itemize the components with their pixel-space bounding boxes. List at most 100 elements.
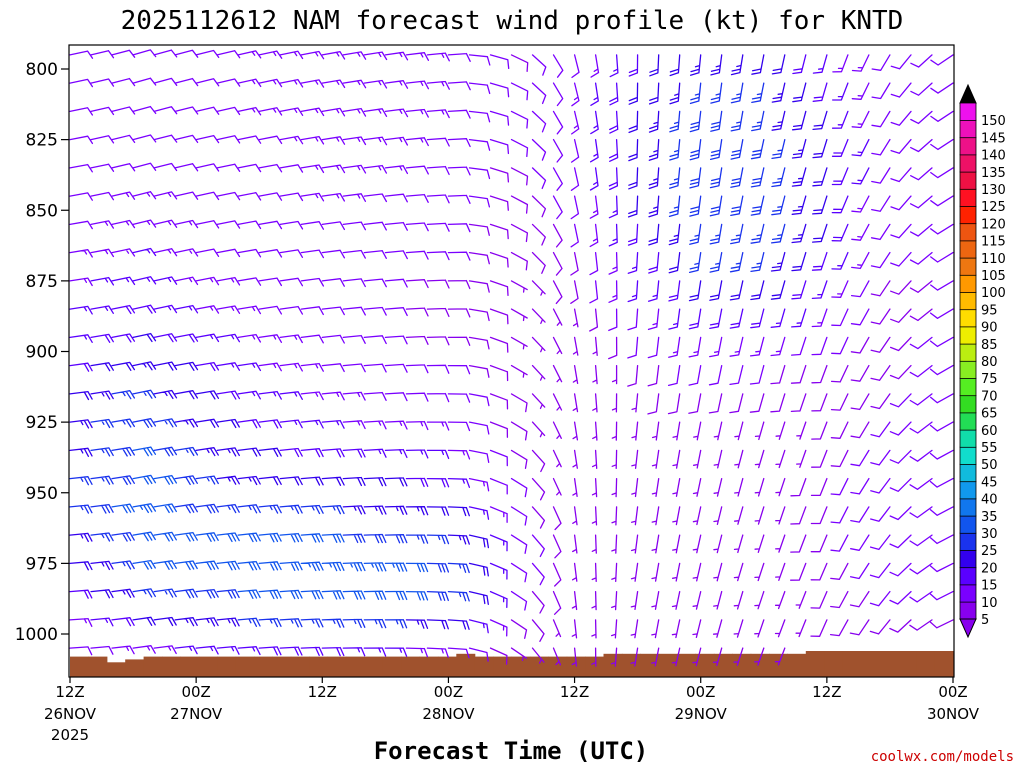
- terrain-segment: [934, 651, 954, 677]
- wind-barb: [791, 110, 807, 131]
- wind-barb: [489, 251, 509, 268]
- wind-barb: [750, 138, 765, 160]
- wind-barb: [570, 223, 579, 248]
- wind-barb: [729, 364, 744, 386]
- terrain-segment: [805, 651, 825, 677]
- wind-barb: [279, 305, 304, 315]
- wind-barb: [850, 477, 870, 495]
- wind-barb: [791, 138, 807, 159]
- wind-barb: [363, 505, 387, 515]
- wind-barb: [363, 363, 387, 373]
- terrain-segment: [861, 651, 880, 677]
- wind-barb: [216, 532, 240, 543]
- wind-barb: [531, 449, 546, 473]
- wind-barb: [489, 54, 510, 70]
- wind-barb: [647, 364, 660, 387]
- wind-barb: [831, 280, 849, 298]
- wind-barb: [571, 590, 578, 611]
- colorbar-swatch: [959, 584, 977, 603]
- wind-barb: [216, 191, 241, 201]
- wind-barb: [775, 562, 786, 581]
- wind-barb: [890, 308, 912, 323]
- wind-barb: [258, 192, 283, 201]
- wind-barb: [363, 420, 387, 430]
- wind-barb: [692, 562, 702, 582]
- wind-barb: [531, 223, 546, 246]
- wind-barb: [791, 223, 807, 244]
- wind-barb: [468, 308, 490, 322]
- wind-barb: [571, 619, 578, 639]
- wind-barb: [552, 308, 563, 326]
- wind-barb: [510, 647, 528, 662]
- wind-barb: [405, 506, 429, 516]
- wind-barb: [321, 561, 345, 572]
- wind-barb: [647, 336, 660, 359]
- wind-barb: [851, 251, 870, 270]
- wind-barb: [300, 306, 324, 316]
- wind-barb: [589, 223, 599, 248]
- wind-barb: [384, 80, 409, 89]
- colorbar-tick-label: 45: [981, 475, 998, 490]
- wind-barb: [890, 54, 912, 70]
- wind-barb: [195, 588, 219, 599]
- colorbar-swatch: [959, 222, 977, 242]
- wind-barb: [929, 590, 954, 601]
- colorbar-swatch: [959, 498, 977, 517]
- wind-barb: [279, 164, 304, 173]
- wind-barb: [258, 305, 283, 315]
- wind-barb: [709, 138, 723, 161]
- wind-barb: [447, 534, 470, 545]
- wind-barb: [384, 250, 408, 260]
- wind-barb: [426, 647, 449, 658]
- wind-barb: [195, 276, 220, 286]
- wind-barb: [750, 251, 765, 273]
- wind-barb: [811, 393, 828, 412]
- x-tick-label: 00Z: [938, 683, 967, 701]
- wind-barb: [447, 562, 470, 574]
- wind-barb: [258, 646, 282, 656]
- wind-barb: [153, 106, 178, 115]
- wind-barb: [831, 195, 849, 214]
- wind-barb: [552, 619, 562, 638]
- wind-barb: [870, 336, 891, 353]
- wind-barb: [468, 336, 490, 350]
- wind-barb: [216, 447, 240, 457]
- wind-barb: [111, 333, 136, 343]
- wind-barb: [279, 646, 303, 656]
- wind-barb: [111, 475, 135, 486]
- wind-barb: [111, 163, 136, 172]
- wind-barb: [132, 276, 157, 285]
- wind-barb: [510, 590, 528, 611]
- wind-barb: [889, 393, 912, 408]
- wind-barb: [630, 619, 639, 639]
- wind-barb: [132, 361, 157, 371]
- wind-barb: [132, 77, 157, 86]
- wind-barb: [510, 477, 528, 498]
- wind-barb: [384, 477, 408, 487]
- wind-barb: [729, 308, 744, 329]
- wind-barb: [754, 534, 765, 553]
- wind-barb: [69, 220, 93, 230]
- wind-barb: [592, 336, 598, 356]
- wind-barb: [384, 108, 409, 118]
- wind-barb: [730, 138, 744, 160]
- terrain-segment: [456, 653, 476, 677]
- wind-barb: [174, 304, 199, 314]
- wind-barb: [771, 54, 786, 75]
- wind-barb: [321, 221, 346, 231]
- wind-barb: [647, 393, 660, 415]
- wind-barb: [69, 277, 93, 287]
- wind-barb: [321, 278, 345, 287]
- wind-barb: [688, 393, 702, 414]
- wind-barb: [730, 223, 744, 245]
- wind-barb: [153, 219, 178, 228]
- wind-barb: [531, 167, 547, 190]
- wind-barb: [468, 590, 489, 605]
- wind-barb: [342, 561, 366, 572]
- wind-barb: [405, 250, 429, 260]
- wind-barb: [216, 390, 241, 400]
- wind-barb: [321, 249, 346, 259]
- wind-barb: [929, 562, 954, 573]
- wind-barb: [754, 421, 765, 441]
- y-tick-label: 900: [26, 343, 58, 363]
